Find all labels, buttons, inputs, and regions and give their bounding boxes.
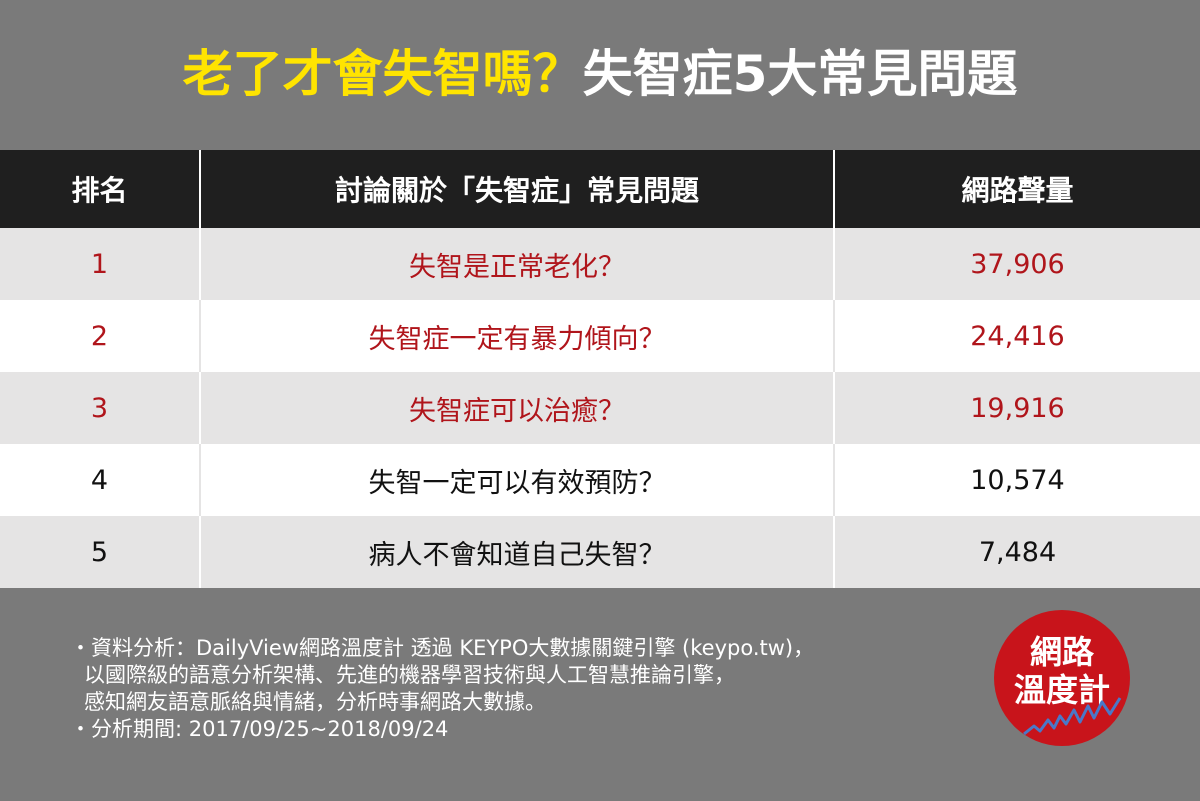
table-row: 4 失智一定可以有效預防？ 10,574 <box>0 444 1200 516</box>
footer-line: ・分析期間: 2017/09/25~2018/09/24 <box>70 717 449 741</box>
table-row: 1 失智是正常老化？ 37,906 <box>0 228 1200 300</box>
header-rank: 排名 <box>71 174 128 207</box>
pulse-wave-icon <box>1023 697 1122 736</box>
header-volume: 網路聲量 <box>961 174 1074 207</box>
volume-cell: 7,484 <box>978 536 1057 568</box>
table-row: 3 失智症可以治癒？ 19,916 <box>0 372 1200 444</box>
topic-cell: 失智症可以治癒？ <box>199 372 835 444</box>
title-highlight: 老了才會失智嗎？ <box>182 45 583 103</box>
topic-cell: 失智一定可以有效預防？ <box>199 444 835 516</box>
volume-cell: 19,916 <box>970 392 1065 424</box>
table-row: 2 失智症一定有暴力傾向？ 24,416 <box>0 300 1200 372</box>
title-rest: 失智症5大常見問題 <box>582 45 1018 103</box>
rank-cell: 3 <box>90 392 109 424</box>
logo-line-1: 網路 <box>1029 633 1094 671</box>
topic-cell: 失智是正常老化？ <box>199 228 835 300</box>
topic-cell: 失智症一定有暴力傾向？ <box>199 300 835 372</box>
volume-cell: 24,416 <box>970 320 1065 352</box>
brand-logo: 網路 溫度計 <box>994 610 1130 746</box>
header-topic: 討論關於「失智症」常見問題 <box>199 150 835 228</box>
table-header: 排名 討論關於「失智症」常見問題 網路聲量 <box>0 150 1200 228</box>
volume-cell: 10,574 <box>970 464 1065 496</box>
table-row: 5 病人不會知道自己失智？ 7,484 <box>0 516 1200 588</box>
volume-cell: 37,906 <box>970 248 1065 280</box>
page-title: 老了才會失智嗎？失智症5大常見問題 <box>0 42 1200 106</box>
rank-cell: 1 <box>90 248 109 280</box>
footer-line: 感知網友語意脈絡與情緒，分析時事網路大數據。 <box>84 690 546 714</box>
rank-cell: 4 <box>90 464 109 496</box>
logo-line-2: 溫度計 <box>1013 671 1110 709</box>
rank-cell: 5 <box>90 536 109 568</box>
topic-cell: 病人不會知道自己失智？ <box>199 516 835 588</box>
footer-line: ・資料分析：DailyView網路溫度計 透過 KEYPO大數據關鍵引擎 (ke… <box>70 636 815 660</box>
ranking-table: 排名 討論關於「失智症」常見問題 網路聲量 1 失智是正常老化？ 37,906 … <box>0 150 1200 588</box>
rank-cell: 2 <box>90 320 109 352</box>
footer-notes: ・資料分析：DailyView網路溫度計 透過 KEYPO大數據關鍵引擎 (ke… <box>70 635 970 743</box>
footer-line: 以國際級的語意分析架構、先進的機器學習技術與人工智慧推論引擎， <box>84 663 735 687</box>
